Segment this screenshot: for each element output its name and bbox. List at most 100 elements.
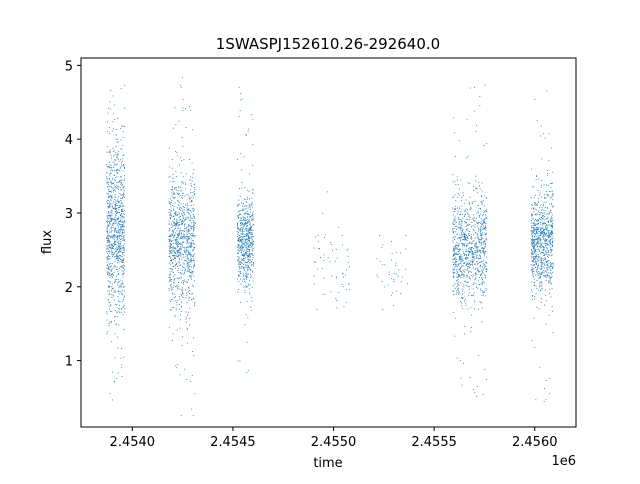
data-point — [123, 240, 125, 242]
data-point — [484, 277, 486, 279]
data-point — [171, 241, 172, 242]
data-point — [454, 260, 456, 262]
data-point — [346, 301, 347, 303]
data-point — [239, 230, 241, 232]
data-point — [537, 268, 538, 270]
data-point — [123, 244, 124, 246]
data-point — [453, 246, 455, 247]
data-point — [245, 275, 247, 277]
data-point — [169, 276, 171, 278]
data-point — [107, 231, 109, 233]
data-point — [240, 264, 241, 265]
data-point — [180, 187, 182, 188]
data-point — [454, 155, 456, 157]
data-point — [122, 240, 124, 242]
data-point — [545, 244, 546, 246]
data-point — [173, 237, 175, 239]
data-point — [550, 224, 552, 226]
data-point — [458, 293, 460, 295]
data-point — [246, 267, 248, 269]
data-point — [183, 236, 185, 238]
data-point — [237, 249, 239, 251]
data-point — [544, 218, 546, 220]
data-point — [535, 244, 537, 246]
data-point — [178, 257, 180, 259]
data-point — [532, 295, 533, 296]
data-point — [384, 264, 386, 266]
data-point — [176, 263, 178, 264]
data-point — [532, 227, 534, 228]
data-point — [109, 293, 110, 295]
data-point — [466, 229, 468, 231]
data-point — [532, 268, 534, 270]
data-point — [540, 264, 542, 266]
data-point — [460, 377, 462, 379]
data-point — [470, 250, 472, 252]
data-point — [244, 324, 246, 326]
data-point — [244, 258, 245, 260]
data-point — [115, 159, 117, 161]
data-point — [172, 288, 174, 290]
data-point — [108, 183, 109, 185]
data-point — [193, 216, 195, 218]
data-point — [118, 189, 119, 190]
data-point — [189, 307, 191, 309]
data-point — [461, 272, 463, 273]
data-point — [468, 234, 470, 236]
data-point — [466, 119, 468, 121]
data-point — [546, 170, 548, 171]
data-point — [107, 264, 108, 266]
data-point — [540, 273, 542, 275]
data-point — [550, 269, 552, 271]
data-point — [116, 156, 118, 158]
data-point — [108, 251, 110, 253]
data-point — [545, 258, 547, 260]
data-point — [246, 225, 248, 227]
data-point — [476, 222, 478, 224]
data-point — [178, 204, 180, 206]
data-point — [472, 261, 474, 263]
data-point — [542, 266, 544, 268]
data-point — [176, 214, 177, 216]
data-point — [531, 271, 533, 273]
data-point — [550, 183, 552, 184]
data-point — [541, 212, 542, 214]
data-point — [172, 234, 174, 235]
data-point — [170, 198, 172, 200]
data-point — [551, 203, 552, 204]
data-point — [239, 239, 241, 241]
data-point — [245, 222, 247, 224]
data-point — [537, 219, 539, 221]
data-point — [478, 228, 480, 230]
data-point — [476, 242, 477, 244]
data-point — [532, 235, 534, 237]
data-point — [115, 205, 117, 207]
data-point — [247, 268, 249, 270]
data-point — [540, 260, 542, 262]
data-point — [462, 308, 463, 309]
data-point — [485, 246, 486, 248]
data-point — [246, 243, 248, 245]
data-point — [118, 231, 120, 233]
data-point — [239, 236, 241, 238]
data-point — [180, 314, 181, 316]
data-point — [114, 299, 116, 301]
data-point — [192, 207, 194, 209]
data-point — [381, 281, 383, 282]
data-point — [182, 192, 184, 194]
data-point — [106, 180, 108, 182]
data-point — [456, 244, 458, 246]
data-point — [547, 263, 548, 265]
data-point — [110, 199, 112, 201]
data-point — [122, 131, 124, 133]
data-point — [120, 224, 122, 225]
data-point — [481, 196, 482, 197]
data-point — [465, 240, 467, 242]
data-point — [171, 259, 173, 261]
data-point — [123, 194, 125, 196]
data-point — [119, 193, 121, 195]
data-point — [535, 238, 537, 240]
data-point — [124, 197, 126, 198]
data-point — [124, 126, 125, 127]
data-point — [115, 256, 117, 257]
